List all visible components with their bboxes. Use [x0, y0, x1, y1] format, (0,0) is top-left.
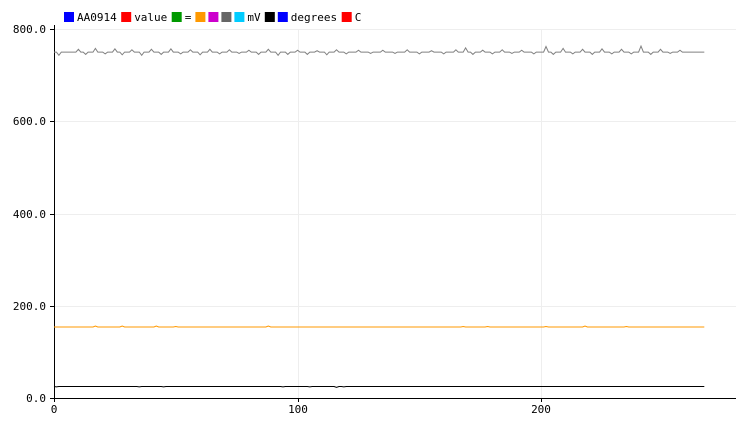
- legend-swatch: [341, 12, 352, 22]
- x-tick-label: 100: [288, 403, 308, 416]
- axes: 0.0 200.0 400.0 600.0 800.0 0 100 200: [13, 23, 736, 416]
- legend-label: =: [185, 11, 192, 24]
- legend-swatch: [234, 12, 245, 22]
- legend-label: value: [134, 11, 167, 24]
- y-tick-label: 0.0: [26, 392, 46, 405]
- legend-label: degrees: [291, 11, 337, 24]
- series-line-0: [54, 44, 705, 57]
- legend-swatch: [121, 12, 132, 22]
- legend-swatch: [171, 12, 182, 22]
- x-tick-label: 0: [51, 403, 58, 416]
- y-tick-label: 600.0: [13, 115, 46, 128]
- legend-label: C: [355, 11, 362, 24]
- series-line-2: [53, 386, 705, 388]
- y-tick-label: 400.0: [13, 208, 46, 221]
- legend-swatch: [208, 12, 219, 22]
- legend-swatch: [195, 12, 206, 22]
- series-lines: [53, 44, 705, 388]
- legend: AA0914 value = mV degrees C: [64, 11, 361, 24]
- series-line-1: [54, 325, 705, 328]
- legend-swatch: [264, 12, 275, 22]
- y-tick-label: 200.0: [13, 300, 46, 313]
- grid: [54, 29, 736, 398]
- legend-label: mV: [247, 11, 261, 24]
- legend-swatch: [221, 12, 232, 22]
- x-tick-label: 200: [531, 403, 551, 416]
- y-tick-label: 800.0: [13, 23, 46, 36]
- legend-label: AA0914: [77, 11, 117, 24]
- legend-swatch: [64, 12, 74, 22]
- legend-swatch: [277, 12, 288, 22]
